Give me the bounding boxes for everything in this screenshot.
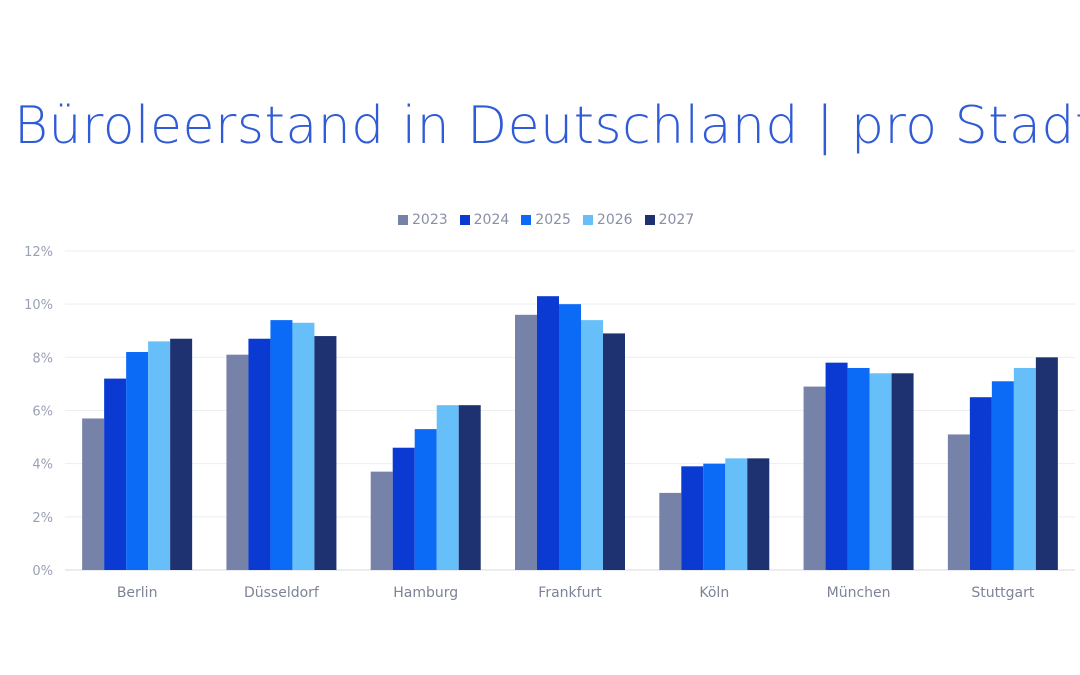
bar-Berlin-2027 [170, 338, 193, 570]
bar-Hamburg-2027 [458, 405, 481, 570]
bar-Frankfurt-2026 [581, 320, 603, 570]
y-tick-label: 8% [32, 351, 53, 366]
legend-label-2023: 2023 [412, 212, 448, 228]
bar-Frankfurt-2023 [515, 314, 537, 570]
bar-Berlin-2026 [148, 341, 171, 570]
bar-Düsseldorf-2026 [292, 322, 315, 570]
bar-Hamburg-2024 [392, 447, 415, 570]
bar-Köln-2023 [659, 492, 682, 570]
bar-Düsseldorf-2023 [226, 354, 249, 570]
x-tick-label: Düsseldorf [244, 585, 320, 601]
bar-Frankfurt-2027 [603, 333, 625, 570]
bar-Köln-2025 [703, 463, 726, 570]
legend-swatch-2024 [459, 215, 470, 225]
bar-Berlin-2023 [82, 418, 105, 570]
legend-label-2025: 2025 [535, 212, 571, 228]
chart-legend: 2023 2024 2025 2026 2027 [398, 212, 694, 228]
legend-item-2025: 2025 [521, 212, 571, 228]
bar-Hamburg-2023 [370, 471, 393, 570]
bar-Stuttgart-2023 [947, 434, 970, 570]
legend-swatch-2025 [521, 215, 532, 225]
bar-Düsseldorf-2025 [270, 320, 293, 570]
bar-Stuttgart-2025 [991, 381, 1014, 570]
bar-Stuttgart-2027 [1035, 357, 1058, 570]
bar-Stuttgart-2026 [1013, 367, 1036, 570]
y-tick-label: 0% [32, 564, 53, 579]
bar-Hamburg-2026 [436, 405, 459, 570]
legend-item-2023: 2023 [398, 212, 448, 228]
legend-label-2027: 2027 [658, 212, 695, 228]
bar-Düsseldorf-2024 [248, 338, 271, 570]
x-tick-label: Berlin [117, 585, 158, 601]
bar-München-2023 [803, 386, 826, 570]
bar-München-2025 [847, 367, 870, 570]
bar-Frankfurt-2024 [537, 296, 559, 570]
legend-swatch-2023 [398, 215, 408, 225]
legend-label-2024: 2024 [473, 212, 510, 228]
legend-item-2027: 2027 [644, 212, 695, 228]
bar-Düsseldorf-2027 [314, 336, 337, 570]
y-tick-label: 4% [32, 458, 53, 473]
bar-Berlin-2024 [104, 378, 127, 570]
x-tick-label: Frankfurt [538, 585, 602, 601]
bar-München-2027 [891, 373, 914, 570]
bar-Köln-2024 [681, 466, 704, 570]
bar-Köln-2026 [725, 458, 748, 570]
bar-Stuttgart-2024 [969, 397, 992, 570]
bar-München-2026 [869, 373, 892, 570]
bar-Frankfurt-2025 [559, 304, 581, 570]
legend-label-2026: 2026 [596, 212, 633, 228]
y-tick-label: 2% [32, 511, 53, 526]
bar-Hamburg-2025 [414, 429, 437, 570]
x-tick-label: Hamburg [393, 585, 458, 601]
bar-Köln-2027 [747, 458, 770, 570]
y-tick-label: 12% [24, 245, 53, 260]
x-tick-label: München [827, 585, 891, 601]
legend-item-2024: 2024 [459, 212, 510, 228]
legend-swatch-2026 [582, 215, 593, 225]
x-tick-label: Köln [699, 585, 729, 601]
y-tick-label: 6% [32, 405, 53, 420]
chart-title: Büroleerstand in Deutschland | pro Stadt [14, 96, 1080, 156]
legend-item-2026: 2026 [582, 212, 633, 228]
bar-Berlin-2025 [126, 352, 149, 570]
bar-München-2024 [825, 362, 848, 570]
y-tick-label: 10% [24, 298, 53, 313]
x-tick-label: Stuttgart [971, 585, 1034, 601]
legend-swatch-2027 [644, 215, 655, 225]
